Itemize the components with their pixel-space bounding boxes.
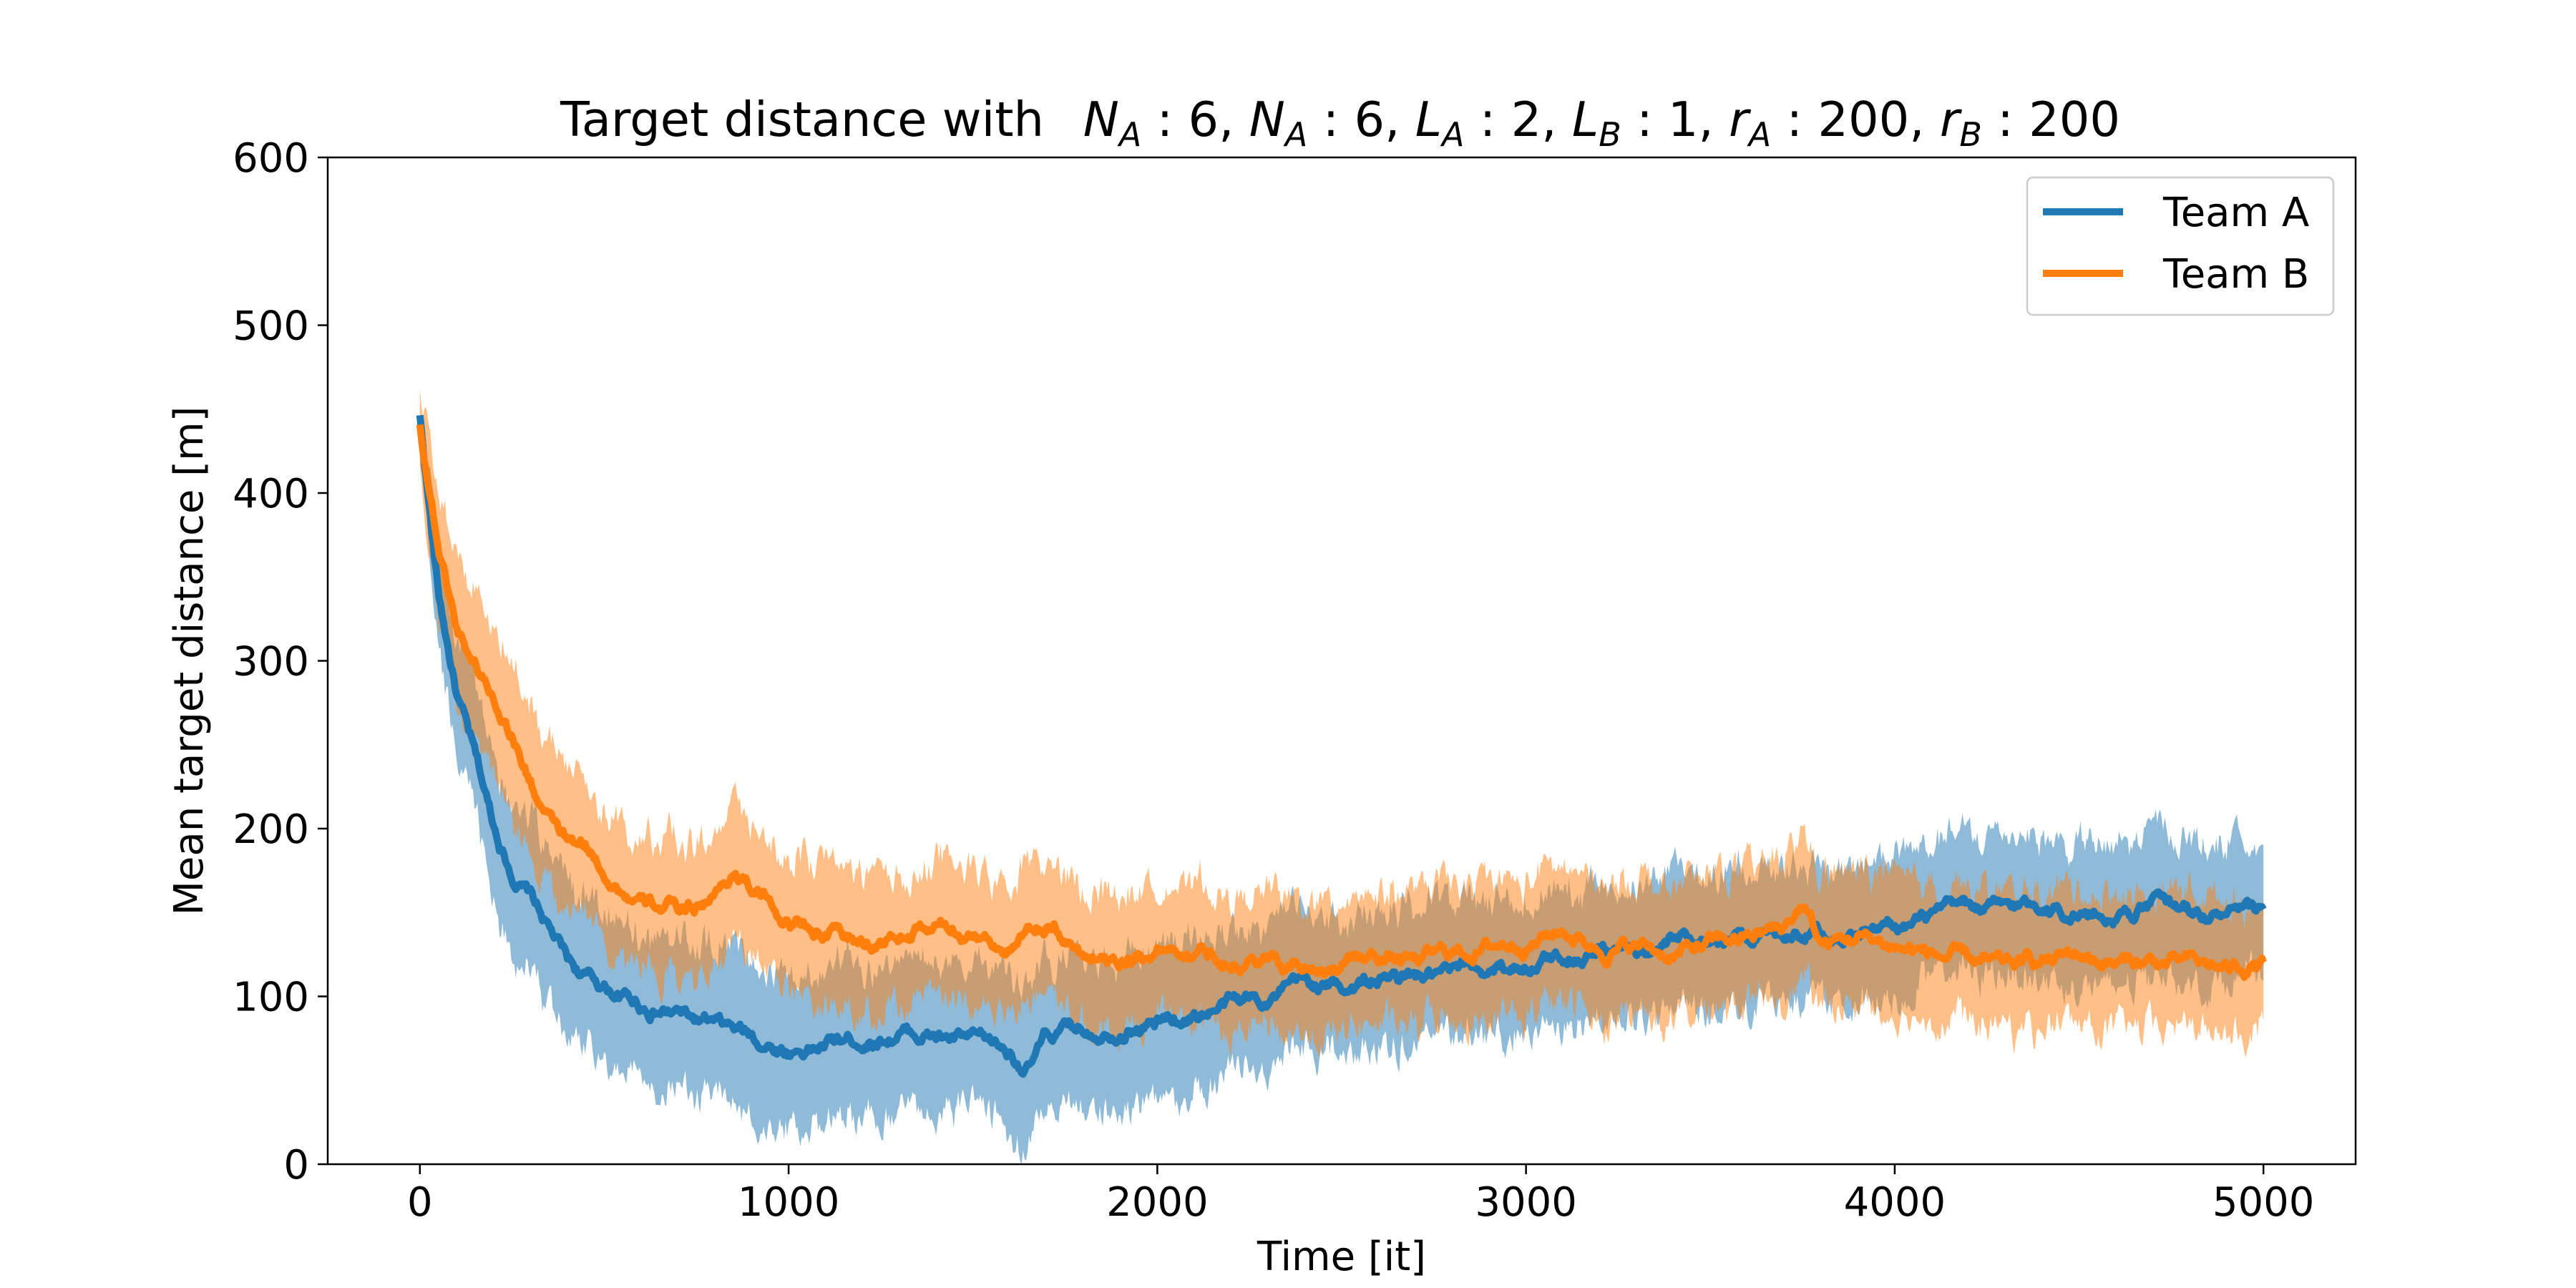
x-tick-label: 1000 — [738, 1179, 840, 1226]
y-tick-label: 500 — [233, 303, 309, 350]
y-tick-label: 600 — [233, 135, 309, 182]
band-team-a — [419, 414, 2264, 1165]
chart-title: Target distance with NA : 6, NA : 6, LA … — [560, 92, 2120, 154]
x-axis: 0 1000 2000 3000 4000 5000 — [407, 1164, 2314, 1226]
x-tick-label: 2000 — [1106, 1179, 1209, 1226]
x-tick-label: 5000 — [2212, 1179, 2315, 1226]
series-lines — [416, 414, 2267, 1078]
legend-label: Team B — [2162, 251, 2309, 298]
x-tick-label: 0 — [407, 1179, 433, 1226]
line-team-b — [416, 424, 2267, 981]
x-tick-label: 3000 — [1475, 1179, 1577, 1226]
band-team-b — [419, 389, 2264, 1059]
chart-title-text: Target distance with NA : 6, NA : 6, LA … — [560, 92, 2120, 154]
legend-label: Team A — [2162, 190, 2309, 236]
y-axis: 0 100 200 300 400 500 600 — [233, 135, 328, 1189]
line-team-a — [416, 414, 2267, 1078]
y-tick-label: 0 — [283, 1142, 309, 1189]
legend: Team A Team B — [2026, 176, 2335, 316]
y-tick-label: 200 — [233, 806, 309, 853]
x-tick-label: 4000 — [1844, 1179, 1946, 1226]
y-tick-label: 100 — [233, 975, 309, 1021]
y-tick-label: 300 — [233, 639, 309, 686]
y-axis-label: Mean target distance [m] — [166, 406, 213, 916]
confidence-bands — [419, 389, 2264, 1165]
x-axis-label: Time [it] — [1257, 1234, 1426, 1280]
y-tick-label: 400 — [233, 471, 309, 517]
